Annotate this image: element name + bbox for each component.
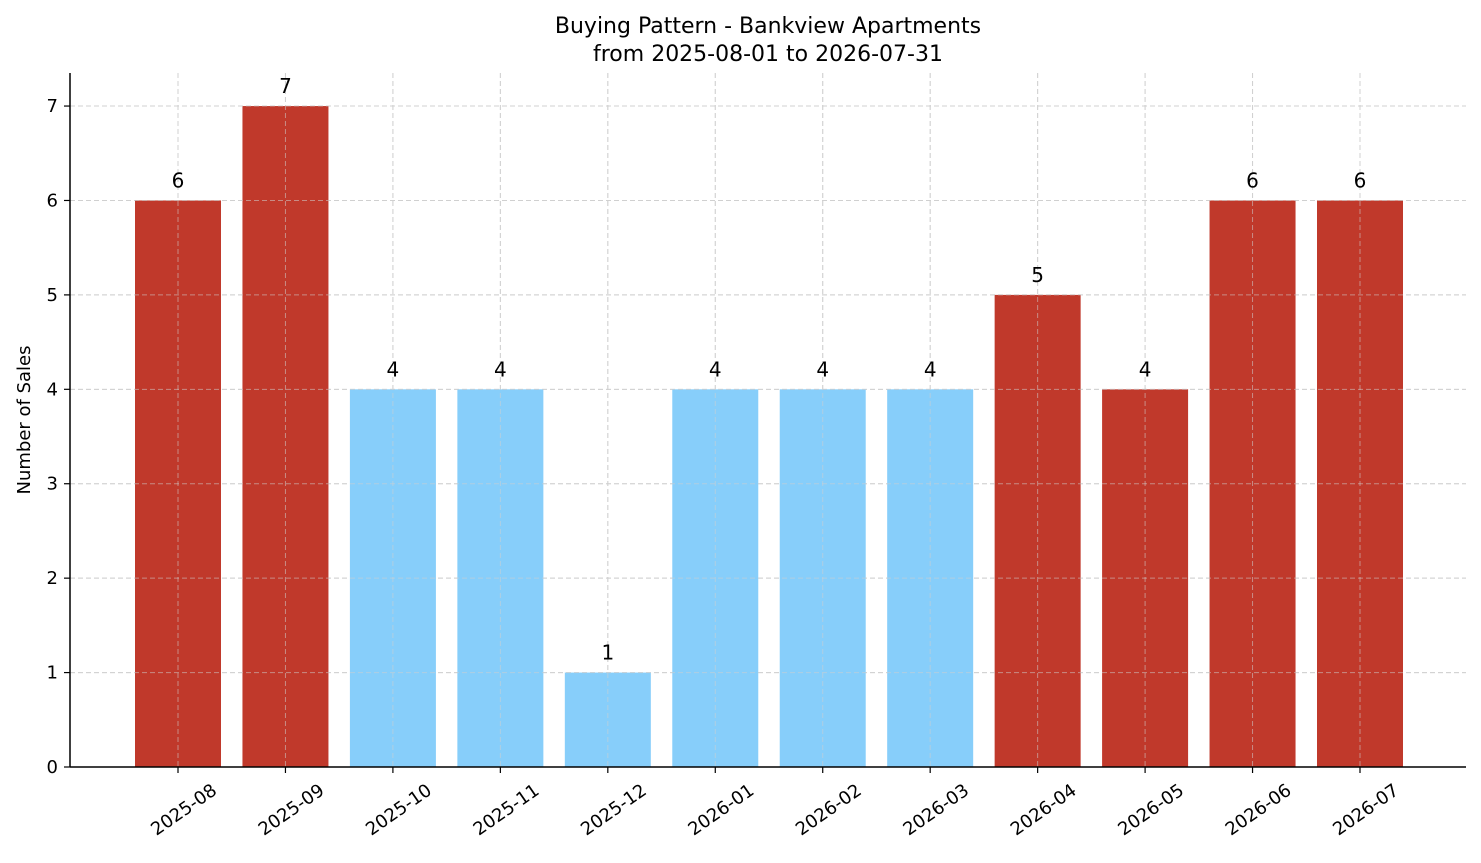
x-tick-label: 2025-12 bbox=[577, 780, 651, 840]
data-label-2025-12: 1 bbox=[601, 641, 614, 665]
y-tick-label: 2 bbox=[47, 568, 58, 589]
data-label-2026-07: 6 bbox=[1354, 168, 1367, 192]
x-tick-label: 2025-10 bbox=[362, 780, 436, 840]
data-label-2025-11: 4 bbox=[494, 357, 507, 381]
x-tick-label: 2026-03 bbox=[899, 780, 973, 840]
y-tick-label: 5 bbox=[47, 285, 58, 306]
data-label-2026-06: 6 bbox=[1246, 168, 1259, 192]
data-label-2026-02: 4 bbox=[816, 357, 829, 381]
x-tick-label: 2026-06 bbox=[1222, 780, 1296, 840]
data-label-2025-09: 7 bbox=[279, 74, 292, 98]
data-label-2025-10: 4 bbox=[387, 357, 400, 381]
data-label-2026-04: 5 bbox=[1031, 263, 1044, 287]
x-axis-ticks: 2025-08 2025-09 2025-10 2025-11 2025-12 2026-… bbox=[147, 767, 1403, 840]
y-tick-label: 1 bbox=[47, 663, 58, 684]
data-label-2026-05: 4 bbox=[1139, 357, 1152, 381]
data-labels: 6 7 4 4 1 4 4 4 5 4 6 6 bbox=[172, 74, 1367, 665]
x-tick-label: 2026-02 bbox=[792, 780, 866, 840]
x-tick-label: 2025-11 bbox=[470, 780, 544, 840]
y-tick-label: 4 bbox=[47, 379, 58, 400]
x-tick-label: 2026-05 bbox=[1114, 780, 1188, 840]
data-label-2026-01: 4 bbox=[709, 357, 722, 381]
x-tick-label: 2025-09 bbox=[255, 780, 329, 840]
y-tick-label: 7 bbox=[47, 96, 58, 117]
x-tick-label: 2026-01 bbox=[684, 780, 758, 840]
y-axis-label: Number of Sales bbox=[14, 345, 35, 494]
x-tick-label: 2025-08 bbox=[147, 780, 221, 840]
y-tick-label: 3 bbox=[47, 474, 58, 495]
chart-subtitle: from 2025-08-01 to 2026-07-31 bbox=[593, 42, 943, 67]
data-label-2026-03: 4 bbox=[924, 357, 937, 381]
y-axis-ticks: 0 1 2 3 4 5 6 7 bbox=[47, 96, 70, 778]
bar-2025-12 bbox=[564, 672, 651, 767]
data-label-2025-08: 6 bbox=[172, 168, 185, 192]
axes bbox=[69, 73, 1466, 768]
y-tick-label: 0 bbox=[47, 757, 58, 778]
y-tick-label: 6 bbox=[47, 190, 58, 211]
bars bbox=[70, 73, 1466, 768]
chart-title: Buying Pattern - Bankview Apartments bbox=[555, 14, 981, 39]
x-tick-label: 2026-04 bbox=[1007, 780, 1081, 840]
x-tick-label: 2026-07 bbox=[1329, 780, 1403, 840]
